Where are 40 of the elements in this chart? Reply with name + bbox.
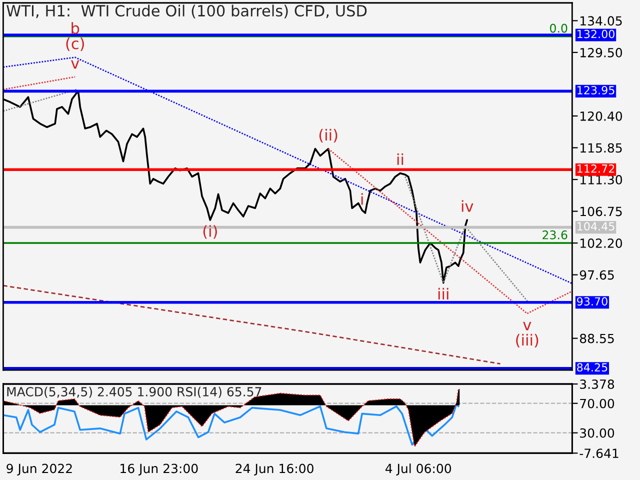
x-tick-label: 9 Jun 2022 (6, 464, 72, 476)
annotation: v (71, 60, 80, 69)
y-tick-label: 30.00 (580, 428, 614, 438)
ref-line-label: 132.00 (578, 30, 614, 38)
ref-line-label: 93.70 (577, 297, 608, 306)
y-tick-label: 70.00 (580, 398, 614, 408)
y-tick-label: 106.75 (580, 206, 622, 216)
x-tick-label: 4 Jul 06:00 (385, 464, 452, 476)
series-label: 0.0 (550, 24, 568, 33)
annotation: MACD(5,34,5) 2.405 1.900 RSI(14) 65.57 (7, 386, 262, 398)
annotation: b (72, 22, 80, 34)
annotation: iv (462, 200, 474, 212)
y-tick-label: 88.55 (580, 334, 614, 344)
ref-line-label: 112.72 (578, 164, 614, 173)
x-tick-label: 24 Jun 16:00 (236, 464, 314, 476)
y-tick-label: 115.85 (580, 143, 622, 153)
annotation: i (361, 193, 363, 205)
y2-tick-label: -7.641 (580, 448, 618, 458)
ref-line-label: 104.45 (578, 222, 614, 231)
ref-line-label: 123.95 (578, 86, 614, 94)
y-tick-label: 120.40 (580, 111, 622, 121)
annotation: ii (397, 153, 404, 165)
y-tick-label: 134.05 (580, 16, 622, 26)
chart-title: WTI, H1: WTI Crude Oil (100 barrels) CFD, USD (6, 4, 367, 18)
annotation: (ii) (319, 128, 338, 143)
line-series (3, 403, 460, 446)
ref-line-label: 84.25 (577, 363, 608, 372)
y-tick-label: 111.30 (580, 174, 622, 184)
y-tick-label: 102.20 (580, 238, 622, 248)
y2-tick-label: 3.378 (580, 379, 614, 389)
annotation: (c) (66, 37, 84, 52)
line-series (404, 176, 530, 304)
annotation: (iii) (516, 334, 538, 348)
annotation: (i) (203, 225, 217, 239)
x-tick-label: 16 Jun 23:00 (120, 464, 198, 476)
y-tick-label: 129.50 (580, 48, 622, 58)
y-tick-label: 97.65 (580, 270, 614, 280)
annotation: v (523, 322, 532, 330)
annotation: iii (438, 288, 448, 300)
series-label: 23.6 (542, 230, 568, 240)
